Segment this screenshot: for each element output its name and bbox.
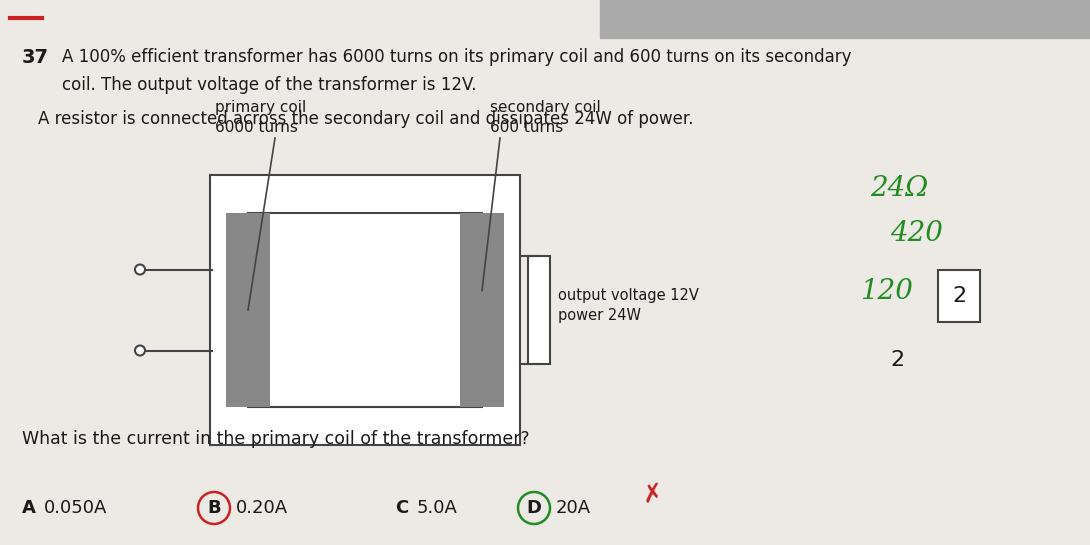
Text: 2: 2 [891,350,904,370]
Text: 5.0A: 5.0A [417,499,458,517]
Bar [226,213,270,407]
Text: output voltage 12V: output voltage 12V [558,288,699,304]
Text: 6000 turns: 6000 turns [215,120,298,135]
Bar [938,270,980,322]
Bar [528,256,550,364]
Text: D: D [526,499,542,517]
Text: 37: 37 [22,48,49,67]
Text: 0.20A: 0.20A [237,499,288,517]
Text: B: B [207,499,221,517]
Bar [210,175,520,445]
Text: A 100% efficient transformer has 6000 turns on its primary coil and 600 turns on: A 100% efficient transformer has 6000 tu… [62,48,851,66]
Circle shape [135,264,145,275]
Text: A resistor is connected across the secondary coil and dissipates 24W of power.: A resistor is connected across the secon… [38,110,693,128]
Text: 120: 120 [860,278,913,305]
Text: What is the current in the primary coil of the transformer?: What is the current in the primary coil … [22,430,530,448]
Bar [249,213,482,407]
Text: C: C [395,499,409,517]
Text: 24Ω: 24Ω [870,175,929,202]
Text: primary coil: primary coil [215,100,306,115]
Text: 2: 2 [952,286,966,306]
Circle shape [135,346,145,355]
Text: 600 turns: 600 turns [490,120,564,135]
Bar [600,0,1090,38]
Text: 20A: 20A [556,499,591,517]
Bar [460,213,504,407]
Text: A: A [22,499,36,517]
Text: coil. The output voltage of the transformer is 12V.: coil. The output voltage of the transfor… [62,76,476,94]
Text: secondary coil: secondary coil [490,100,601,115]
Text: 0.050A: 0.050A [44,499,108,517]
Text: 420: 420 [891,220,943,247]
Text: ✗: ✗ [640,480,665,507]
Text: power 24W: power 24W [558,308,641,323]
